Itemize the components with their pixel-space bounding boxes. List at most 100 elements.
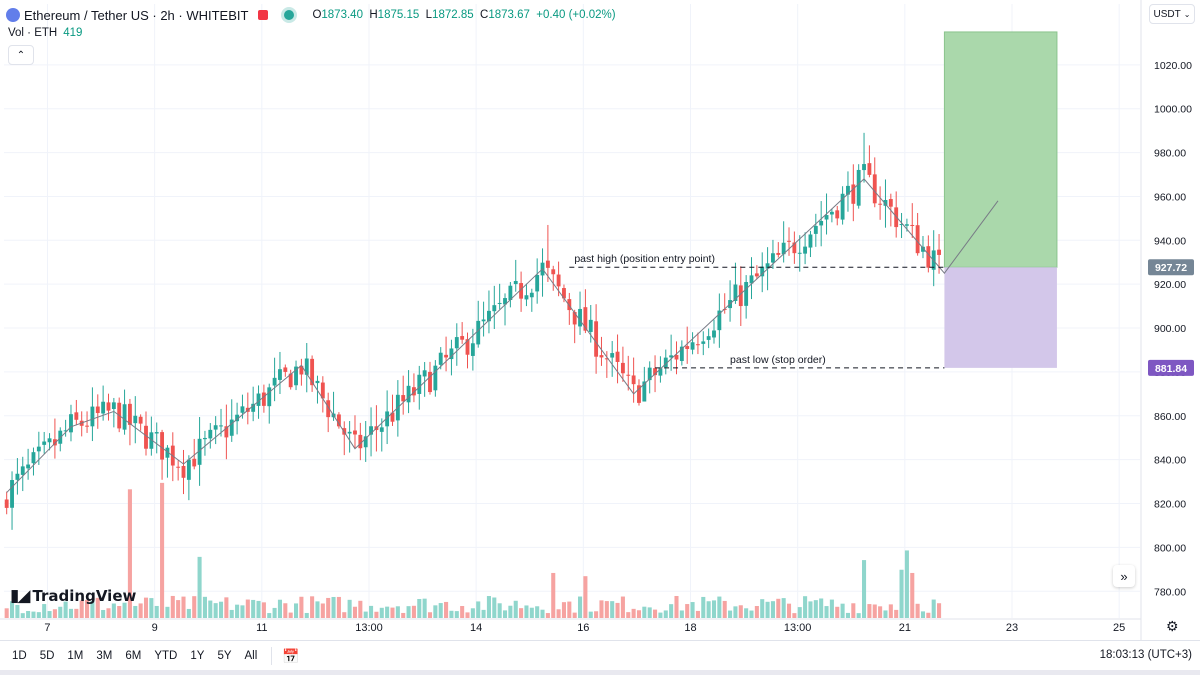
candle-body [363,436,368,448]
ethereum-icon [6,8,20,22]
volume-legend[interactable]: Vol · ETH 419 [8,27,82,39]
candle-body [154,432,159,434]
range-1d-button[interactable]: 1D [12,650,27,662]
candle-body [272,377,277,386]
candle-body [910,224,915,226]
y-tick-label: 900.00 [1154,323,1186,335]
candle-body [497,302,502,304]
candle-body [336,414,341,427]
candle-body [160,432,165,460]
volume-bar [872,604,877,618]
volume-bar [856,613,861,618]
volume-bar [363,611,368,618]
volume-bar [797,607,802,618]
volume-bar [604,601,609,618]
symbol-header[interactable]: Ethereum / Tether US · 2h · WHITEBIT O18… [6,5,616,25]
volume-bar [803,596,808,618]
volume-bar [197,556,202,618]
stop-zone [944,267,1057,368]
volume-bar [251,599,256,618]
candle-body [647,367,652,381]
candlestick-series [4,132,941,530]
volume-bar [497,603,502,618]
close-label: C [480,9,489,21]
volume-bar [583,576,588,618]
candle-body [937,249,941,255]
candle-body [685,346,690,349]
candle-body [642,381,647,402]
volume-bar [851,603,856,618]
range-1m-button[interactable]: 1M [67,650,84,662]
range-all-button[interactable]: All [244,650,258,662]
candle-body [604,358,609,360]
currency-selector[interactable]: USDT ⌄ [1149,4,1195,24]
volume-bar [835,606,840,618]
candle-body [353,430,357,435]
candle-body [224,426,229,438]
range-6m-button[interactable]: 6M [125,650,142,662]
symbol-title[interactable]: Ethereum / Tether US · 2h · WHITEBIT [24,7,249,23]
volume-bar [256,600,261,618]
candle-body [251,403,256,412]
candle-body [712,330,716,338]
candle-body [631,375,636,385]
candle-body [529,292,534,298]
volume-bar [95,597,100,618]
candle-body [567,299,572,311]
candle-body [417,374,422,394]
candle-body [4,499,9,508]
tradingview-logo[interactable]: ▮◢ TradingView [10,586,136,606]
price-chart[interactable]: past high (position entry point) past low… [0,0,1200,640]
volume-bar [390,607,395,618]
volume-bar [352,606,358,618]
candle-body [669,355,674,358]
volume-bar [679,610,684,618]
range-1y-button[interactable]: 1Y [190,650,205,662]
collapse-legend-button[interactable]: ⌃ [8,45,34,65]
volume-bar [733,606,738,618]
volume-bar [513,600,518,618]
range-5y-button[interactable]: 5Y [217,650,232,662]
y-tick-label: 800.00 [1154,542,1186,554]
volume-bar [529,607,534,618]
volume-bar [781,598,786,618]
candle-body [572,312,577,325]
scroll-to-realtime-button[interactable]: » [1113,565,1135,587]
time-axis[interactable]: 7 9 11 13:00 14 16 18 13:00 21 23 25 [0,618,1141,634]
volume-bar [738,605,743,618]
candle-body [326,400,331,418]
candle-body [781,242,786,255]
volume-bar [160,482,165,618]
volume-bar [374,611,379,618]
volume-bar [883,610,888,618]
range-3m-button[interactable]: 3M [96,650,113,662]
range-5d-button[interactable]: 5D [39,650,55,662]
volume-bar [878,606,883,618]
tradingview-mark-icon: ▮◢ [10,586,30,606]
candle-body [535,274,540,292]
x-tick-label: 13:00 [784,622,812,634]
volume-bar [401,612,406,618]
candle-body [771,253,775,263]
volume-bar [385,606,390,618]
volume-bar [15,604,20,618]
volume-bar [52,609,57,618]
close-value: 1873.67 [488,9,530,21]
candle-body [15,473,20,480]
volume-bar [315,601,320,618]
chart-settings-gear-icon[interactable]: ⚙ [1166,618,1179,634]
clock-timezone[interactable]: 18:03:13 (UTC+3) [1099,649,1192,661]
go-to-date-calendar-icon[interactable]: 📅 [282,647,300,664]
volume-bar [342,612,347,618]
volume-bar [626,612,631,618]
volume-bar [685,604,690,618]
volume-bar [85,599,90,618]
open-value: 1873.40 [321,9,363,21]
volume-bar [42,604,47,618]
volume-bar [840,603,845,618]
price-axis[interactable]: 1020.00 1000.00 980.00 960.00 940.00 920.00 90… [1140,0,1194,640]
volume-bar [829,599,834,618]
volume-bar [299,596,304,618]
range-ytd-button[interactable]: YTD [154,650,178,662]
x-tick-label: 21 [899,622,911,634]
